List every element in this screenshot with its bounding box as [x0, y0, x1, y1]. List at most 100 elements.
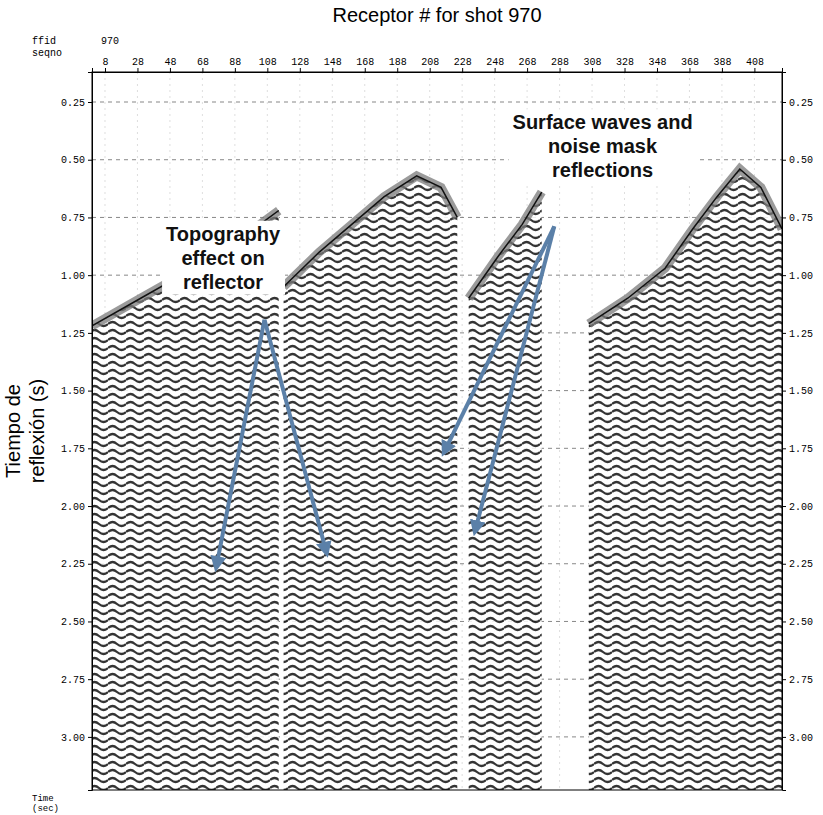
y-right-axis-line — [783, 73, 787, 791]
y-tick-label: 3.00 — [61, 733, 85, 744]
x-tick-mark — [267, 68, 268, 72]
text-line: Time — [32, 794, 54, 804]
x-tick-mark — [202, 68, 203, 72]
x-tick: 148 — [324, 57, 342, 72]
y-tick-label: 1.75 — [61, 444, 85, 455]
x-tick-mark — [137, 68, 138, 72]
x-tick-label: 308 — [584, 57, 602, 68]
x-tick-mark — [592, 68, 593, 72]
x-axis-line — [93, 68, 783, 73]
y-right-tick: 0.75 — [782, 213, 813, 224]
x-tick: 328 — [616, 57, 634, 72]
x-tick: 288 — [551, 57, 569, 72]
y-tick: 0.50 — [61, 155, 92, 166]
y-right-tick-mark — [782, 737, 786, 738]
y-right-tick-label: 1.25 — [789, 329, 813, 340]
x-tick-label: 28 — [132, 57, 144, 68]
first-arrival-band — [92, 169, 782, 326]
text-line: noise mask — [548, 135, 658, 157]
y-right-tick-label: 2.50 — [789, 617, 813, 628]
x-tick-mark — [430, 68, 431, 72]
x-tick-mark — [397, 68, 398, 72]
y-right-tick-mark — [782, 160, 786, 161]
y-right-tick: 1.75 — [782, 444, 813, 455]
y-right-tick: 0.25 — [782, 98, 813, 109]
y-tick-label: 2.25 — [61, 559, 85, 570]
x-tick-mark — [527, 68, 528, 72]
x-tick-label: 68 — [197, 57, 209, 68]
y-tick: 1.00 — [61, 271, 92, 282]
x-tick: 28 — [132, 57, 144, 72]
y-tick: 3.00 — [61, 733, 92, 744]
x-tick-label: 348 — [648, 57, 666, 68]
x-tick-mark — [657, 68, 658, 72]
arrow — [444, 226, 554, 452]
y-tick: 2.50 — [61, 617, 92, 628]
y-right-tick-mark — [782, 333, 786, 334]
x-tick-mark — [722, 68, 723, 72]
y-right-tick-label: 0.50 — [789, 155, 813, 166]
x-tick: 248 — [486, 57, 504, 72]
y-right-tick: 1.50 — [782, 386, 813, 397]
text-line: reflector — [183, 271, 263, 293]
arrow — [216, 320, 264, 568]
x-tick-label: 228 — [454, 57, 472, 68]
y-right-tick-label: 2.00 — [789, 502, 813, 513]
x-tick-label: 328 — [616, 57, 634, 68]
x-tick: 8 — [102, 57, 108, 72]
annotation: Topographyeffect onreflector — [166, 223, 281, 293]
y-tick: 2.75 — [61, 675, 92, 686]
record-area — [92, 169, 782, 790]
x-tick: 48 — [164, 57, 176, 72]
y-right-tick-mark — [782, 275, 786, 276]
grid-line-x — [462, 72, 463, 790]
x-tick-mark — [754, 68, 755, 72]
header-ffid-label: ffid — [32, 36, 56, 47]
x-tick: 128 — [291, 57, 309, 72]
y-axis-title: Tiempo dereflexión (s) — [2, 379, 48, 483]
y-right-tick-mark — [782, 564, 786, 565]
x-tick-mark — [170, 68, 171, 72]
y-tick: 0.75 — [61, 213, 92, 224]
y-axis-line — [88, 73, 93, 791]
y-tick-label: 1.25 — [61, 329, 85, 340]
y-right-tick-label: 1.00 — [789, 271, 813, 282]
y-tick-mark — [88, 160, 92, 161]
x-tick-label: 148 — [324, 57, 342, 68]
y-right-tick: 1.25 — [782, 329, 813, 340]
y-axis: 0.250.500.751.001.251.501.752.002.252.50… — [61, 73, 93, 791]
y-tick: 1.75 — [61, 444, 92, 455]
text-line: Surface waves and — [513, 111, 693, 133]
y-right-tick: 1.00 — [782, 271, 813, 282]
x-tick-mark — [235, 68, 236, 72]
grid — [92, 72, 782, 790]
x-tick: 108 — [259, 57, 277, 72]
x-tick-mark — [300, 68, 301, 72]
x-tick: 168 — [356, 57, 374, 72]
y-tick: 2.25 — [61, 559, 92, 570]
y-right-tick-mark — [782, 448, 786, 449]
time-label: Time(sec) — [32, 794, 59, 814]
y-tick-mark — [88, 679, 92, 680]
y-tick-mark — [88, 275, 92, 276]
y-right-tick-mark — [782, 217, 786, 218]
x-tick-label: 208 — [421, 57, 439, 68]
arrow — [475, 226, 554, 531]
y-tick-mark — [88, 506, 92, 507]
header-seqno-label: seqno — [32, 48, 62, 59]
annotation-background — [509, 109, 697, 183]
y-tick: 0.25 — [61, 98, 92, 109]
y-tick-label: 0.25 — [61, 98, 85, 109]
y-right-tick-mark — [782, 621, 786, 622]
y-right-tick-mark — [782, 391, 786, 392]
y-tick-mark — [88, 102, 92, 103]
annotation: Surface waves andnoise maskreflections — [513, 111, 693, 181]
arrow — [265, 320, 327, 553]
annotation-texts: Topographyeffect onreflector Surface wave… — [162, 109, 697, 294]
x-tick: 348 — [648, 57, 666, 72]
y-right-tick-label: 3.00 — [789, 733, 813, 744]
x-tick-label: 8 — [102, 57, 108, 68]
y-tick-mark — [88, 564, 92, 565]
x-tick: 88 — [229, 57, 241, 72]
header-ffid: 970 — [101, 36, 119, 47]
